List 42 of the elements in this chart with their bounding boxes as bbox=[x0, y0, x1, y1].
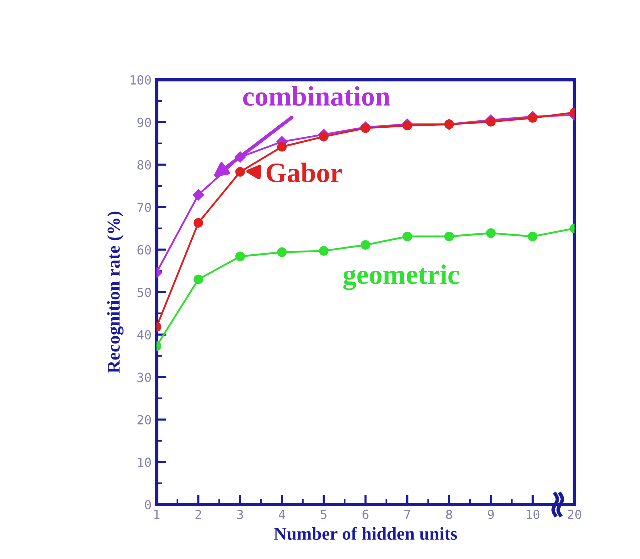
y-tick-label: 60 bbox=[138, 245, 152, 255]
point bbox=[528, 232, 538, 242]
point bbox=[194, 218, 204, 228]
x-tick-label: 10 bbox=[526, 510, 540, 520]
x-tick-label: 1 bbox=[154, 510, 160, 520]
y-tick-label: 50 bbox=[138, 288, 152, 298]
point bbox=[192, 189, 204, 201]
point bbox=[360, 240, 371, 250]
point bbox=[194, 274, 204, 284]
x-tick-label: 7 bbox=[404, 510, 410, 520]
point bbox=[486, 228, 496, 238]
x-tick-label: 8 bbox=[446, 510, 452, 520]
y-tick-label: 40 bbox=[138, 330, 152, 340]
y-tick-label: 100 bbox=[130, 75, 152, 85]
y-tick-label: 0 bbox=[145, 500, 152, 510]
point bbox=[444, 232, 454, 242]
y-tick-label: 70 bbox=[138, 202, 152, 212]
legend-label: Gabor bbox=[266, 162, 342, 182]
point bbox=[277, 142, 288, 152]
x-tick-label: 2 bbox=[196, 510, 202, 520]
y-tick-label: 30 bbox=[138, 372, 152, 382]
point bbox=[486, 117, 496, 127]
point bbox=[236, 167, 246, 177]
x-tick-label: 4 bbox=[279, 510, 286, 520]
series-label: combination bbox=[243, 86, 390, 106]
y-tick-label: 90 bbox=[138, 118, 152, 128]
x-tick-label: 20 bbox=[568, 510, 582, 520]
point bbox=[402, 232, 412, 242]
x-tick-label: 3 bbox=[237, 510, 244, 520]
x-axis-title: Number of hidden units bbox=[274, 527, 458, 540]
point bbox=[277, 248, 288, 258]
y-tick-label: 10 bbox=[138, 458, 152, 468]
series-label: geometric bbox=[344, 264, 460, 290]
x-tick-label: 9 bbox=[488, 510, 494, 520]
x-tick-label: 5 bbox=[321, 510, 327, 520]
y-axis-title: Recognition rate (%) bbox=[107, 212, 124, 374]
point bbox=[236, 252, 246, 262]
point bbox=[319, 132, 329, 142]
x-tick-label: 6 bbox=[362, 510, 369, 520]
point bbox=[319, 246, 329, 256]
y-tick-label: 20 bbox=[138, 415, 152, 425]
y-tick-label: 80 bbox=[138, 160, 152, 170]
